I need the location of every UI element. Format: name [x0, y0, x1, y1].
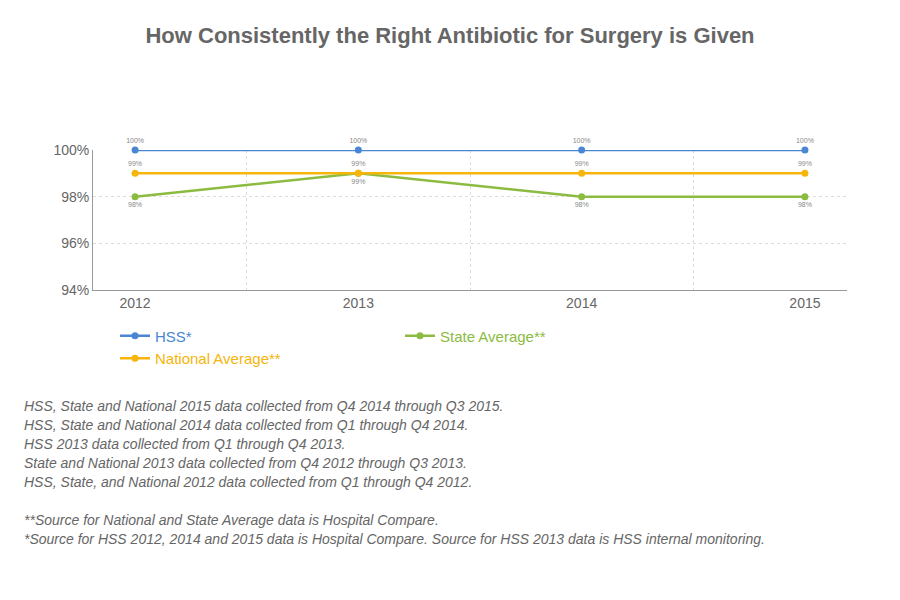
svg-text:98%: 98%: [128, 201, 142, 208]
svg-text:State Average**: State Average**: [440, 328, 546, 345]
svg-text:HSS, State and National 2015 d: HSS, State and National 2015 data collec…: [24, 398, 503, 414]
svg-text:HSS 2013 data collected from Q: HSS 2013 data collected from Q1 through …: [24, 436, 345, 452]
svg-text:99%: 99%: [351, 160, 365, 167]
svg-text:99%: 99%: [351, 178, 365, 185]
svg-text:National Average**: National Average**: [155, 350, 281, 367]
svg-text:100%: 100%: [53, 142, 89, 158]
svg-text:98%: 98%: [798, 201, 812, 208]
svg-text:2015: 2015: [789, 295, 820, 311]
svg-text:100%: 100%: [573, 137, 591, 144]
svg-text:2014: 2014: [566, 295, 597, 311]
svg-text:99%: 99%: [128, 160, 142, 167]
svg-text:HSS, State and National 2014 d: HSS, State and National 2014 data collec…: [24, 417, 468, 433]
svg-text:96%: 96%: [61, 235, 89, 251]
svg-text:HSS, State, and National 2012: HSS, State, and National 2012 data colle…: [24, 474, 472, 490]
svg-text:100%: 100%: [796, 137, 814, 144]
svg-text:99%: 99%: [798, 160, 812, 167]
svg-text:HSS*: HSS*: [155, 328, 192, 345]
svg-text:2012: 2012: [120, 295, 151, 311]
svg-text:99%: 99%: [575, 160, 589, 167]
svg-text:98%: 98%: [61, 189, 89, 205]
svg-text:State and National 2013 data c: State and National 2013 data collected f…: [24, 455, 467, 471]
svg-text:100%: 100%: [349, 137, 367, 144]
svg-text:98%: 98%: [575, 201, 589, 208]
svg-text:100%: 100%: [126, 137, 144, 144]
svg-text:How Consistently the Right Ant: How Consistently the Right Antibiotic fo…: [145, 23, 754, 48]
svg-text:94%: 94%: [61, 282, 89, 298]
svg-text:*Source for HSS 2012, 2014 and: *Source for HSS 2012, 2014 and 2015 data…: [24, 531, 765, 547]
svg-text:**Source for National and Stat: **Source for National and State Average …: [24, 512, 439, 528]
svg-text:2013: 2013: [343, 295, 374, 311]
